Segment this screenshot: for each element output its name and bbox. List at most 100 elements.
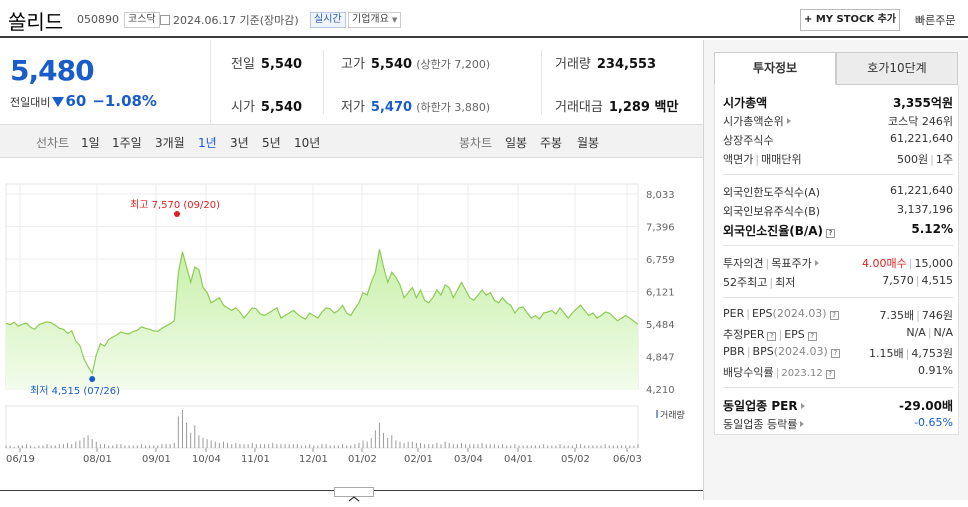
stat-label: 거래량 — [555, 57, 591, 72]
x-tick-label: 06/03 — [613, 454, 642, 465]
tab-1day[interactable]: 1일 — [81, 136, 100, 150]
row-label: 시가총액순위 — [723, 115, 784, 128]
row-value: 7,570 — [882, 274, 914, 287]
volume-legend: 거래량 — [660, 409, 685, 421]
help-icon[interactable]: ? — [830, 349, 840, 358]
current-price: 5,480 — [10, 54, 95, 87]
row-label: BPS — [752, 345, 774, 358]
quote-date-text: 2024.06.17 기준(장마감) — [173, 14, 299, 27]
price-line — [5, 249, 639, 375]
x-tick-label: 09/01 — [142, 454, 171, 465]
target-price: 15,000 — [914, 257, 954, 270]
tab-monthly[interactable]: 월봉 — [577, 136, 600, 150]
industry-rate-row: 동일업종 등락률 -0.65% — [723, 416, 953, 432]
row-label: 매매단위 — [761, 153, 802, 166]
collapse-button[interactable] — [334, 487, 374, 502]
row-label: PER — [723, 307, 745, 320]
face-value-row: 액면가 | 매매단위 500원 | 1주 — [723, 153, 953, 166]
lower-limit: (하한가 3,880) — [416, 101, 491, 114]
company-overview-dropdown[interactable]: 기업개요 ▼ — [348, 12, 402, 28]
tab-3month[interactable]: 3개월 — [155, 136, 185, 150]
tab-order-book[interactable]: 호가10단계 — [836, 52, 958, 85]
tab-1year[interactable]: 1년 — [198, 136, 217, 150]
tab-5year[interactable]: 5년 — [262, 136, 281, 150]
row-value: 5.12% — [911, 222, 953, 236]
industry-per-row: 동일업종 PER -29.00배 — [723, 397, 953, 413]
stat-open: 시가 5,540 — [231, 96, 302, 115]
stat-low: 저가 5,470 (하한가 3,880) — [341, 96, 490, 115]
price-change: 전일대비 60 −1.08% — [10, 92, 157, 110]
row-value: 4,753원 — [911, 347, 953, 360]
tab-10year[interactable]: 10년 — [294, 136, 321, 150]
stat-label: 고가 — [341, 57, 365, 72]
row-value: 코스닥 246위 — [888, 115, 953, 128]
stock-name: 쏠리드 — [8, 10, 64, 34]
row-label: 상장주식수 — [723, 134, 774, 147]
my-stock-add-button[interactable]: + MY STOCK 추가 — [800, 9, 900, 31]
calendar-icon — [160, 15, 170, 25]
row-value: 746원 — [921, 309, 953, 322]
row-label: 투자의견 — [723, 257, 764, 270]
row-label: 최저 — [775, 276, 796, 289]
row-value: 3,137,196 — [897, 203, 953, 216]
row-label: 외국인소진율(B/A) — [723, 224, 824, 238]
pbr-row: PBR | BPS(2024.03)? 1.15배 | 4,753원 — [723, 345, 953, 360]
x-tick-label: 02/01 — [404, 454, 433, 465]
x-tick-label: 12/01 — [299, 454, 328, 465]
y-tick-label: 8,033 — [646, 190, 675, 201]
row-label: 52주최고 — [723, 276, 768, 289]
investment-info-panel: 투자정보 호가10단계 시가총액 3,355억원 시가총액순위 코스닥 246위 상… — [703, 40, 968, 500]
per-row: PER | EPS(2024.03)? 7.35배 | 746원 — [723, 307, 953, 322]
row-value: N/A — [933, 326, 953, 339]
stat-value: 5,540 — [260, 57, 303, 72]
help-icon[interactable]: ? — [807, 332, 817, 341]
quick-order-link[interactable]: 빠른주문 — [915, 14, 956, 27]
price-chart-svg: 8,033 7,396 6,759 6,121 5,484 4,847 4,210 최고 7,… — [5, 183, 685, 465]
tab-daily[interactable]: 일봉 — [505, 136, 528, 150]
chart-period-tabs: 선차트 1일 1주일 3개월 1년 3년 5년 10년 봉차트 일봉 주봉 월봉 — [0, 124, 703, 158]
row-value: 500원 — [897, 153, 929, 166]
row-value: -0.65% — [914, 416, 953, 429]
row-period: (2024.03) — [772, 307, 827, 320]
stat-label: 전일 — [231, 57, 255, 72]
investment-info-content: 시가총액 3,355억원 시가총액순위 코스닥 246위 상장주식수 61,221,6… — [714, 85, 959, 435]
upper-limit: (상한가 7,200) — [416, 58, 491, 71]
triangle-right-icon — [786, 118, 791, 124]
help-icon[interactable]: ? — [825, 370, 835, 379]
tab-investment-info[interactable]: 투자정보 — [714, 52, 836, 85]
candle-chart-label: 봉차트 — [459, 136, 493, 150]
low-label: 최저 4,515 (07/26) — [30, 385, 120, 397]
divider — [723, 174, 953, 175]
x-tick-label: 05/02 — [561, 454, 590, 465]
change-value: 60 — [65, 92, 87, 110]
row-value: 61,221,640 — [890, 132, 953, 145]
tab-1week[interactable]: 1주일 — [112, 136, 142, 150]
row-label: 동일업종 PER — [723, 399, 798, 413]
divider — [723, 297, 953, 298]
side-tabs: 투자정보 호가10단계 — [714, 52, 959, 85]
row-label: EPS — [751, 307, 773, 320]
help-icon[interactable]: ? — [829, 311, 839, 320]
row-value: 1.15배 — [869, 347, 904, 360]
realtime-button[interactable]: 실시간 — [310, 12, 346, 28]
x-tick-label: 06/19 — [6, 454, 35, 465]
week52-row: 52주최고 | 최저 7,570 | 4,515 — [723, 274, 953, 289]
row-label: EPS — [784, 328, 805, 341]
y-tick-label: 7,396 — [646, 223, 675, 234]
row-period: (2024.03) — [773, 345, 828, 358]
row-value: 3,355억원 — [892, 96, 953, 110]
tab-3year[interactable]: 3년 — [230, 136, 249, 150]
foreign-limit-row: 외국인한도주식수(A) 61,221,640 — [723, 184, 953, 200]
divider — [541, 50, 542, 114]
help-icon[interactable]: ? — [826, 229, 836, 238]
company-overview-label: 기업개요 — [352, 14, 389, 25]
y-tick-label: 6,121 — [646, 288, 675, 299]
row-label: 배당수익률 — [723, 366, 774, 379]
divider — [323, 50, 324, 114]
y-tick-label: 6,759 — [646, 255, 675, 266]
stat-value: 1,289 백만 — [608, 100, 679, 115]
stat-value: 234,553 — [596, 57, 657, 72]
tab-weekly[interactable]: 주봉 — [540, 136, 563, 150]
x-tick-label: 08/01 — [83, 454, 112, 465]
help-icon[interactable]: ? — [767, 332, 777, 341]
